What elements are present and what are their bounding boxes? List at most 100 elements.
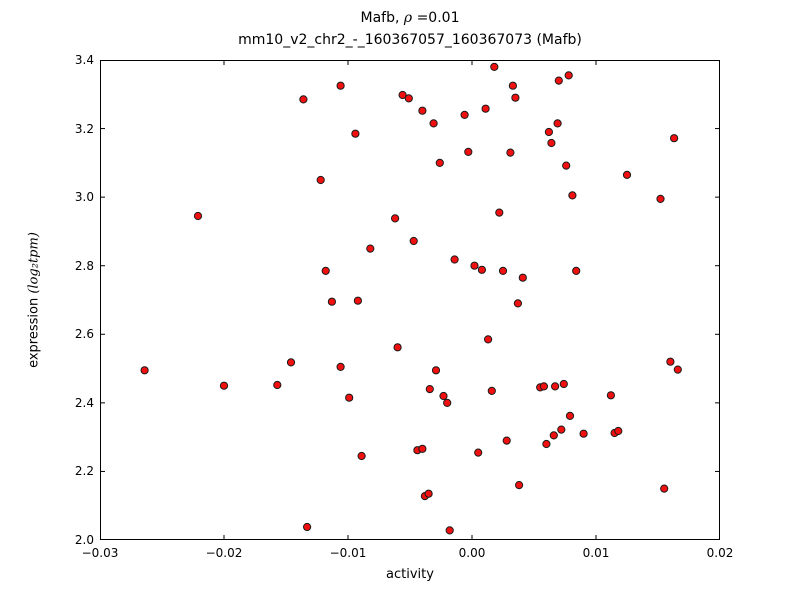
data-point <box>579 429 588 438</box>
axes-border <box>100 60 720 540</box>
data-point <box>564 71 573 80</box>
data-point <box>286 358 296 367</box>
data-point <box>508 81 517 90</box>
data-point <box>554 76 563 85</box>
y-tick-label: 3.4 <box>74 53 94 67</box>
data-point <box>450 255 459 264</box>
y-tick-label: 2.8 <box>74 258 94 273</box>
data-point <box>460 110 469 120</box>
data-point <box>140 366 149 375</box>
data-point <box>321 266 330 275</box>
data-point <box>656 194 665 203</box>
data-point <box>562 161 571 170</box>
data-point <box>327 297 336 306</box>
data-point <box>404 94 413 103</box>
data-point <box>673 365 682 374</box>
data-point <box>506 148 515 157</box>
data-point <box>474 448 483 457</box>
data-point <box>549 431 558 440</box>
x-tick-label: −0.01 <box>329 546 367 560</box>
data-point <box>511 93 520 102</box>
data-point <box>351 129 360 138</box>
y-tick-label: 2.4 <box>74 395 94 410</box>
data-point <box>481 104 490 113</box>
data-point <box>464 147 473 157</box>
y-tick-label: 3.0 <box>74 190 94 205</box>
data-point <box>484 335 493 344</box>
data-point <box>435 158 444 168</box>
data-point <box>193 211 203 221</box>
data-point <box>425 385 434 394</box>
data-point <box>393 343 402 352</box>
y-axis-label-math: (log₂tpm) <box>26 232 42 294</box>
data-point <box>551 382 560 391</box>
data-point <box>303 522 312 532</box>
chart-title-rho-value: =0.01 <box>412 10 460 26</box>
data-point <box>439 391 448 401</box>
data-point <box>273 380 282 390</box>
data-point <box>357 451 366 461</box>
data-point <box>495 208 504 217</box>
data-point <box>660 484 669 493</box>
x-tick-label: −0.03 <box>81 546 119 560</box>
data-point <box>470 261 479 270</box>
data-point <box>424 489 433 498</box>
data-point <box>513 299 522 308</box>
data-point <box>299 95 308 104</box>
rho-symbol: ρ <box>403 10 413 26</box>
chart-subtitle: mm10_v2_chr2_-_160367057_160367073 (Mafb… <box>238 32 582 48</box>
data-point <box>477 265 486 274</box>
data-point <box>366 244 375 253</box>
data-point <box>547 138 556 148</box>
data-point <box>391 214 400 223</box>
data-point <box>666 357 675 366</box>
data-point <box>336 362 345 371</box>
data-point <box>614 426 623 436</box>
y-tick-label: 2.0 <box>74 533 94 547</box>
data-point <box>544 127 553 137</box>
x-axis-label: activity <box>386 567 434 582</box>
data-point <box>572 266 581 275</box>
data-point <box>568 191 577 200</box>
data-point <box>490 62 499 71</box>
y-tick-label: 2.6 <box>74 327 94 342</box>
x-tick-label: 0.02 <box>706 546 734 560</box>
data-point <box>219 381 229 390</box>
data-point <box>606 391 615 400</box>
data-point <box>557 425 566 434</box>
data-point <box>398 90 407 100</box>
data-point <box>539 382 548 391</box>
data-point <box>553 119 562 128</box>
data-point <box>418 444 427 453</box>
data-point <box>515 481 524 490</box>
x-tick-label: 0.01 <box>582 546 610 560</box>
data-point <box>429 119 438 128</box>
data-point <box>345 393 354 402</box>
data-point <box>431 366 441 375</box>
data-point <box>670 134 679 143</box>
data-point <box>542 439 551 449</box>
y-axis-label-text: expression <box>26 293 42 368</box>
data-point <box>559 379 568 389</box>
data-point <box>498 266 508 275</box>
x-tick-label: 0.00 <box>458 546 486 560</box>
data-point <box>443 398 452 407</box>
chart-title: Mafb, ρ =0.01 <box>100 10 720 26</box>
data-point <box>445 526 454 535</box>
y-tick-label: 3.2 <box>74 121 94 136</box>
data-point <box>487 386 496 395</box>
data-point <box>336 81 345 90</box>
data-point <box>418 106 427 115</box>
plot-area <box>100 60 720 540</box>
x-tick-label: −0.02 <box>205 546 243 560</box>
data-point <box>316 175 325 185</box>
chart-title-prefix: Mafb, <box>360 10 404 26</box>
data-point <box>409 236 418 246</box>
data-point <box>353 296 362 305</box>
data-point <box>518 273 527 282</box>
data-point <box>622 170 632 180</box>
data-point <box>565 411 575 420</box>
y-axis-label: expression (log₂tpm) <box>27 232 42 368</box>
data-point <box>502 436 511 445</box>
